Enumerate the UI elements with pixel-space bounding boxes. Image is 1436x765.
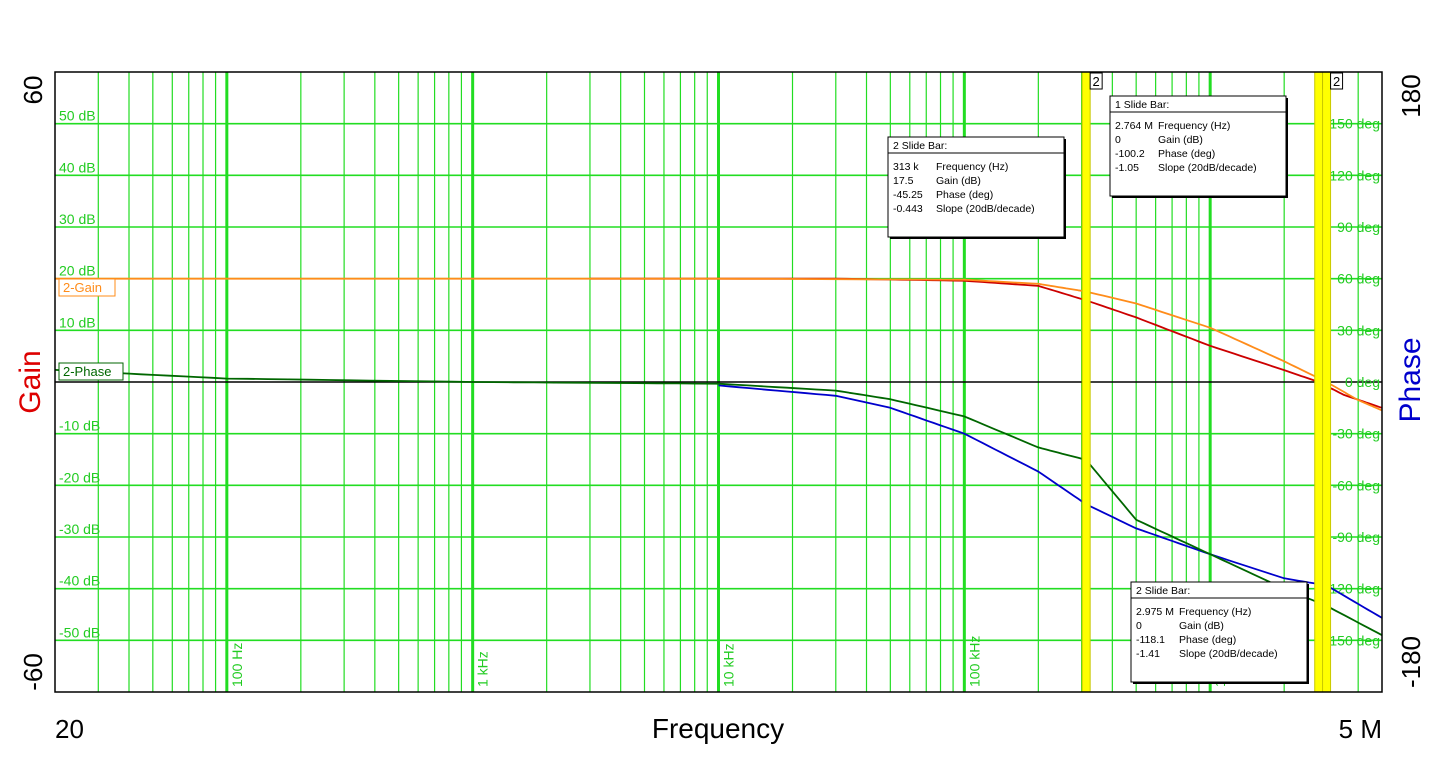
y-left-tick-label: 20 dB [59, 263, 96, 279]
slide-bar-number: 2 [1333, 74, 1340, 89]
readout-field-label: Phase (deg) [1179, 634, 1236, 646]
readout-value: 17.5 [893, 175, 914, 187]
slide-bar-readout-1[interactable]: 1 Slide Bar: 2.764 M Frequency (Hz) 0 Gain (… [1109, 95, 1288, 198]
y-right-tick-label: 90 deg [1337, 219, 1380, 235]
readout-title: 2 Slide Bar: [1136, 585, 1190, 597]
y-right-tick-label: 60 deg [1337, 271, 1380, 287]
legend-label: 2-Gain [63, 280, 102, 295]
readout-value: 0 [1115, 134, 1121, 146]
readout-value: -118.1 [1136, 634, 1165, 646]
slide-bar-number: 2 [1093, 74, 1100, 89]
y-left-tick-label: 10 dB [59, 314, 96, 330]
readout-field-label: Gain (dB) [1179, 620, 1224, 632]
y-right-tick-label: 150 deg [1329, 632, 1380, 648]
y-right-tick-label: 30 deg [1337, 322, 1380, 338]
readout-field-label: Frequency (Hz) [1158, 120, 1230, 132]
readout-box [1109, 95, 1287, 197]
readout-value: 313 k [893, 161, 919, 173]
readout-field-label: Slope (20dB/decade) [1179, 648, 1278, 660]
y-left-tick-label: -40 dB [59, 573, 100, 589]
readout-box [1130, 581, 1308, 683]
y-left-tick-label: -20 dB [59, 469, 100, 485]
x-axis-title: Frequency [652, 713, 784, 744]
legend-box [58, 278, 116, 297]
readout-field-label: Gain (dB) [1158, 134, 1203, 146]
slide-bar-tag [1089, 72, 1103, 90]
readout-value: 2.764 M [1115, 120, 1153, 132]
readout-value: 0 [1136, 620, 1142, 632]
legend-box [58, 362, 124, 381]
y-left-tick-label: -10 dB [59, 418, 100, 434]
y-left-axis-title: Gain [14, 350, 47, 413]
slide-bar-handle[interactable] [1322, 71, 1332, 693]
slide-bar-tag [1330, 72, 1344, 90]
y-right-tick-label: -30 deg [1333, 426, 1380, 442]
legend-2-gain: 2-Gain [58, 278, 116, 297]
x-max-label: 5 M [1339, 714, 1382, 744]
x-min-label: 20 [55, 714, 84, 744]
readout-field-label: Slope (20dB/decade) [1158, 162, 1257, 174]
y-right-tick-label: 120 deg [1329, 167, 1380, 183]
slide-bar-readout-0[interactable]: 2 Slide Bar: 313 k Frequency (Hz) 17.5 Gain … [887, 136, 1066, 239]
legend-2-phase: 2-Phase [58, 362, 124, 381]
y-left-tick-label: 30 dB [59, 211, 96, 227]
y-right-max-label: 180 [1396, 74, 1426, 117]
plot-frame [54, 71, 1383, 693]
y-right-tick-label: -60 deg [1333, 477, 1380, 493]
y-right-axis-title: Phase [1394, 337, 1427, 422]
readout-value: 2.975 M [1136, 606, 1174, 618]
tick-labels: 50 dB 40 dB 30 dB 20 dB 10 dB -10 dB -20 dB -30… [59, 108, 1380, 687]
legend-label: 2-Phase [63, 364, 111, 379]
readout-value: -100.2 [1115, 148, 1145, 160]
readout-value: -0.443 [893, 203, 923, 215]
slide-bar-handle[interactable] [1081, 71, 1091, 693]
series-line-0 [590, 277, 1383, 409]
readout-value: -45.25 [893, 189, 923, 201]
readout-field-label: Phase (deg) [936, 189, 993, 201]
readout-field-label: Frequency (Hz) [936, 161, 1008, 173]
readout-field-label: Phase (deg) [1158, 148, 1215, 160]
y-left-tick-label: 50 dB [59, 108, 96, 124]
readout-field-label: Frequency (Hz) [1179, 606, 1251, 618]
y-right-tick-label: 150 deg [1329, 116, 1380, 132]
slide-bar-readouts[interactable]: 2 Slide Bar: 313 k Frequency (Hz) 17.5 Gain … [887, 95, 1309, 684]
readout-value: -1.41 [1136, 648, 1160, 660]
x-tick-label: 100 Hz [229, 643, 245, 687]
y-left-max-label: 60 [18, 76, 48, 105]
y-right-min-label: -180 [1396, 636, 1426, 688]
y-left-tick-label: -30 dB [59, 521, 100, 537]
y-left-tick-label: -50 dB [59, 624, 100, 640]
y-left-tick-label: 40 dB [59, 159, 96, 175]
x-tick-label: 100 kHz [966, 636, 982, 687]
y-left-min-label: -60 [18, 653, 48, 691]
readout-box [887, 136, 1065, 238]
x-tick-label: 1 kHz [475, 651, 491, 687]
x-tick-label: 10 kHz [721, 643, 737, 687]
readout-field-label: Gain (dB) [936, 175, 981, 187]
readout-value: -1.05 [1115, 162, 1139, 174]
slide-bar-handle[interactable] [1314, 71, 1324, 693]
y-right-tick-label: 120 deg [1329, 581, 1380, 597]
y-right-tick-label: 0 deg [1345, 374, 1380, 390]
y-right-tick-label: -90 deg [1333, 529, 1380, 545]
readout-title: 1 Slide Bar: [1115, 99, 1169, 111]
slide-bar-readout-2[interactable]: 2 Slide Bar: 2.975 M Frequency (Hz) 0 Gain (… [1130, 581, 1309, 684]
legend-tags: 2-Gain 2-Phase [58, 278, 124, 381]
readout-title: 2 Slide Bar: [893, 140, 947, 152]
series-line-1 [55, 277, 1383, 412]
readout-field-label: Slope (20dB/decade) [936, 203, 1035, 215]
